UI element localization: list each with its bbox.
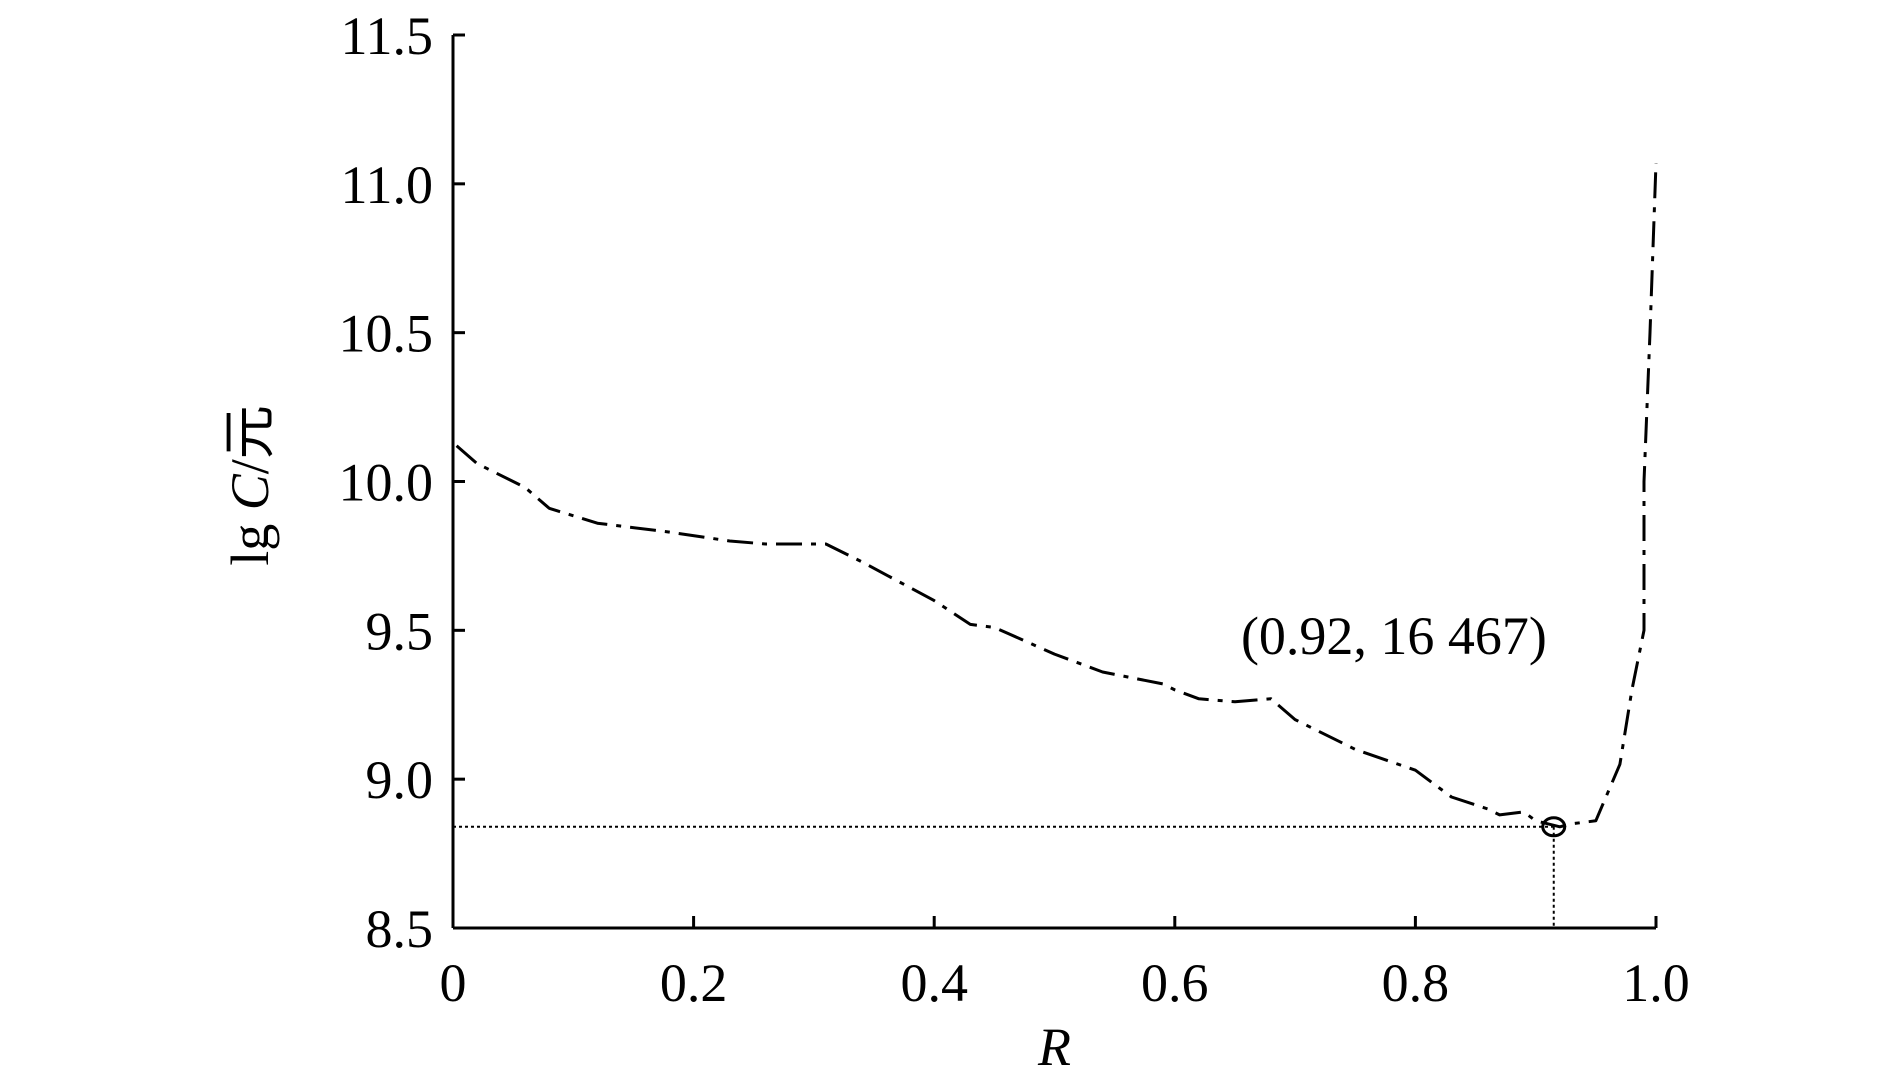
- x-tick-label: 0: [440, 953, 467, 1013]
- y-axis-title-unit: /元: [220, 405, 280, 474]
- y-tick-label: 9.5: [366, 601, 434, 661]
- y-axis-title-prefix: lg: [220, 510, 280, 566]
- y-axis-title: lg C/元: [220, 405, 280, 566]
- y-tick-label: 10.0: [339, 453, 434, 513]
- marker-group: [1541, 816, 1567, 838]
- y-tick-label: 9.0: [366, 750, 434, 810]
- minimum-point-marker: [1541, 816, 1567, 838]
- y-tick-label: 11.5: [341, 6, 434, 66]
- x-axis-title: R: [1037, 1017, 1071, 1077]
- y-tick-label: 8.5: [366, 899, 434, 959]
- axes: [451, 35, 1656, 930]
- x-tick-label: 0.6: [1141, 953, 1209, 1013]
- series-line: [455, 162, 1658, 829]
- x-tick-label: 0.2: [660, 953, 728, 1013]
- x-ticks: 0 0.2 0.4 0.6 0.8 1.0: [440, 916, 1690, 1013]
- annotation-label: (0.92, 16 467): [1241, 606, 1547, 666]
- y-ticks: 8.5 9.0 9.5 10.0 10.5 11.0 11.5: [339, 6, 465, 959]
- y-tick-label: 10.5: [339, 304, 434, 364]
- x-tick-label: 0.8: [1382, 953, 1450, 1013]
- y-tick-label: 11.0: [341, 155, 434, 215]
- y-axis-title-variable: C: [220, 473, 280, 510]
- series-group: [455, 162, 1658, 829]
- x-tick-label: 0.4: [900, 953, 968, 1013]
- x-tick-label: 1.0: [1622, 953, 1690, 1013]
- reference-lines: [453, 825, 1555, 928]
